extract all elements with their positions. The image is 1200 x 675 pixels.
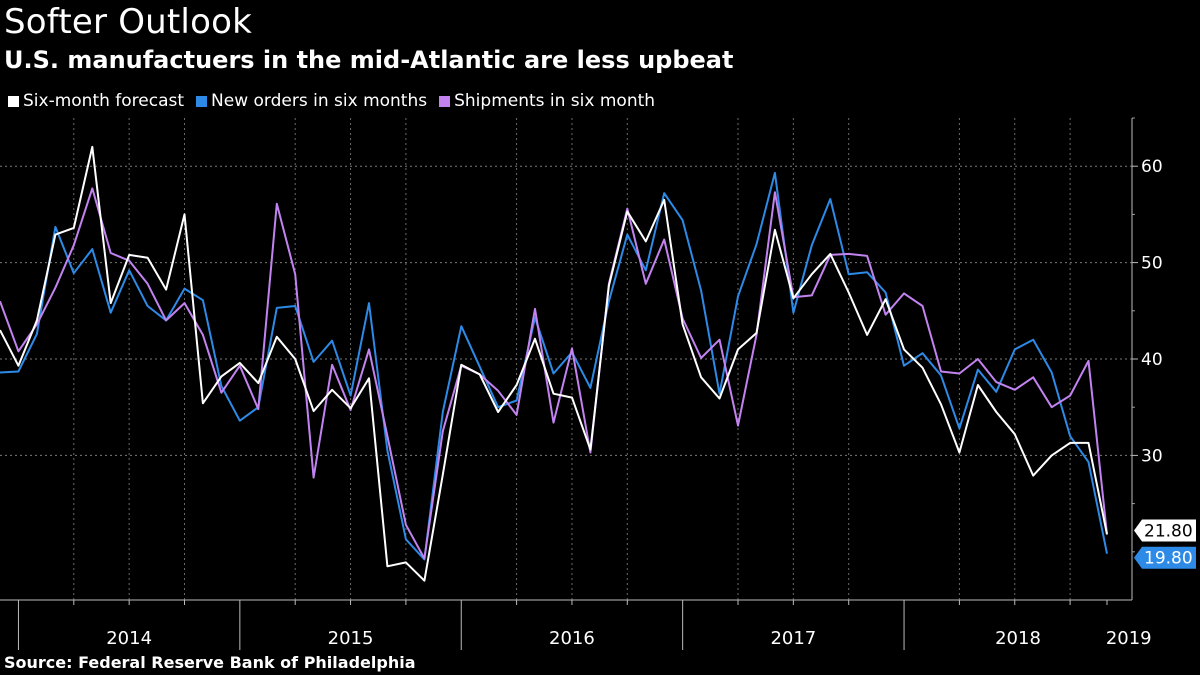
- legend-swatch-shipments: [439, 95, 451, 107]
- legend-item-shipments: Shipments in six month: [439, 91, 655, 111]
- source-note: Source: Federal Reserve Bank of Philadel…: [4, 653, 416, 672]
- series-line-shipments-in-six-month: [0, 187, 1108, 560]
- x-tick-label-2018: 2018: [995, 628, 1041, 649]
- x-tick-label-2015: 2015: [328, 628, 374, 649]
- value-label-layer: 21.80 19.80: [1134, 519, 1196, 569]
- y-tick-label-50: 50: [1141, 254, 1163, 274]
- legend-item-new-orders: New orders in six months: [196, 91, 427, 111]
- legend-label-new-orders: New orders in six months: [211, 91, 428, 111]
- last-value-label-blue: 19.80: [1144, 549, 1193, 569]
- legend-label-shipments: Shipments in six month: [454, 91, 656, 111]
- legend-label-forecast: Six-month forecast: [23, 91, 185, 111]
- legend-item-forecast: Six-month forecast: [8, 91, 184, 111]
- legend-swatch-forecast: [8, 95, 19, 107]
- x-tick-label-2017: 2017: [770, 628, 816, 649]
- x-tick-label-2016: 2016: [549, 628, 595, 649]
- legend: Six-month forecast New orders in six mon…: [8, 91, 667, 111]
- y-tick-label-30: 30: [1141, 446, 1163, 466]
- x-tick-label-2014: 2014: [106, 628, 152, 649]
- y-tick-label-60: 60: [1141, 157, 1163, 177]
- series-layer: [0, 145, 1108, 582]
- chart-subtitle: U.S. manufactuers in the mid-Atlantic ar…: [4, 46, 734, 74]
- series-line-six-month-forecast: [0, 145, 1108, 582]
- last-value-label-white: 21.80: [1144, 521, 1193, 541]
- x-tick-label-2019: 2019: [1106, 628, 1152, 649]
- y-tick-label-40: 40: [1141, 350, 1163, 370]
- axis-layer: 60 50 40 30 2014 2015 2016 2017 2018 2019: [0, 117, 1163, 650]
- legend-swatch-new-orders: [196, 95, 208, 107]
- last-value-badge-white: [1134, 519, 1196, 542]
- last-value-badge-blue: [1134, 546, 1196, 569]
- series-line-new-orders-in-six-months: [0, 171, 1108, 561]
- chart-title: Softer Outlook: [4, 2, 252, 42]
